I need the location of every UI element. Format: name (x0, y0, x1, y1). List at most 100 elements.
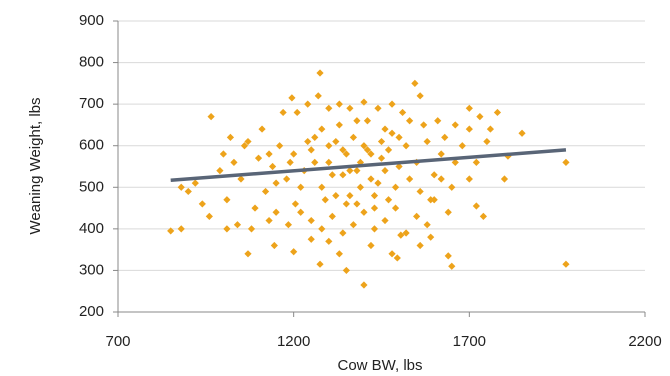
scatter-point (276, 142, 284, 150)
scatter-point (191, 179, 199, 187)
scatter-point (448, 183, 456, 191)
scatter-point (288, 94, 296, 102)
y-tick-label: 600 (79, 137, 104, 154)
scatter-point (444, 208, 452, 216)
trend-line (170, 148, 567, 182)
scatter-point (486, 125, 495, 133)
scatter-point (500, 175, 509, 183)
scatter-point (360, 208, 368, 216)
scatter-point (335, 250, 343, 258)
scatter-point (395, 133, 403, 141)
scatter-point (184, 187, 192, 196)
scatter-point (307, 146, 315, 154)
scatter-point (451, 158, 459, 166)
y-tick-label: 700 (79, 95, 104, 112)
scatter-point (381, 167, 389, 175)
scatter-point (395, 162, 403, 171)
scatter-point (226, 133, 235, 141)
scatter-point (318, 183, 326, 191)
scatter-point (374, 179, 382, 187)
scatter-point (406, 117, 414, 125)
scatter-point (423, 137, 431, 146)
y-tick-label: 800 (79, 54, 104, 71)
scatter-point (290, 150, 298, 158)
scatter-point (205, 212, 213, 220)
scatter-point (311, 158, 319, 166)
scatter-point (444, 252, 452, 260)
scatter-point (367, 241, 375, 250)
scatter-point (437, 150, 445, 158)
scatter-point (476, 113, 484, 121)
x-tick-label: 700 (105, 333, 130, 350)
scatter-point (384, 146, 393, 154)
scatter-point (465, 104, 473, 112)
scatter-point (332, 192, 340, 200)
scatter-point (286, 158, 294, 166)
scatter-point (448, 262, 456, 270)
scatter-point (339, 171, 347, 179)
scatter-point (230, 158, 238, 166)
scatter-point (304, 100, 312, 108)
scatter-point (451, 121, 459, 129)
y-tick-label: 900 (79, 12, 104, 29)
scatter-point (318, 225, 326, 233)
scatter-point (370, 225, 379, 233)
scatter-point (391, 183, 400, 191)
scatter-point (335, 121, 343, 129)
scatter-point (430, 171, 438, 179)
scatter-point (518, 129, 526, 137)
scatter-point (284, 221, 292, 229)
scatter-point (434, 117, 442, 125)
scatter-point (483, 137, 491, 146)
scatter-point (223, 196, 231, 204)
scatter-point (279, 108, 287, 117)
scatter-point (251, 204, 259, 212)
scatter-point (318, 125, 326, 133)
scatter-point (437, 175, 445, 183)
scatter-point (283, 175, 291, 183)
scatter-point (237, 175, 245, 183)
scatter-point (177, 225, 185, 233)
scatter-point (177, 183, 185, 191)
y-tick-label: 200 (79, 303, 104, 320)
scatter-point (272, 179, 280, 187)
scatter-point (198, 200, 206, 208)
scatter-point (370, 204, 379, 212)
scatter-point (367, 175, 375, 183)
scatter-point (360, 98, 368, 106)
scatter-point (353, 117, 361, 125)
scatter-point (416, 92, 424, 100)
scatter-point (349, 133, 357, 141)
scatter-point (233, 221, 242, 229)
scatter-point (332, 137, 340, 146)
scatter-point (297, 183, 305, 191)
y-tick-label: 500 (79, 178, 104, 195)
scatter-point (207, 113, 215, 121)
scatter-point (384, 196, 393, 204)
scatter-point (258, 125, 266, 133)
scatter-point (307, 235, 315, 243)
scatter-point (416, 187, 424, 196)
scatter-point (479, 212, 487, 220)
scatter-point (381, 216, 389, 225)
y-tick-label: 400 (79, 220, 104, 237)
scatter-point (423, 221, 431, 229)
scatter-point (416, 241, 424, 250)
scatter-point (342, 200, 350, 208)
scatter-point (402, 229, 410, 237)
x-tick-label: 2200 (628, 333, 661, 350)
scatter-point (293, 108, 301, 117)
scatter-point (297, 208, 305, 216)
scatter-point (458, 142, 466, 150)
scatter-point (223, 225, 231, 233)
scatter-point (342, 266, 350, 275)
scatter-point (441, 133, 449, 141)
scatter-point (370, 192, 379, 200)
scatter-point (427, 233, 435, 241)
scatter-point (374, 104, 382, 112)
scatter-point (346, 192, 354, 200)
y-tick-label: 300 (79, 261, 104, 278)
scatter-point (325, 237, 333, 245)
scatter-point (342, 150, 350, 158)
